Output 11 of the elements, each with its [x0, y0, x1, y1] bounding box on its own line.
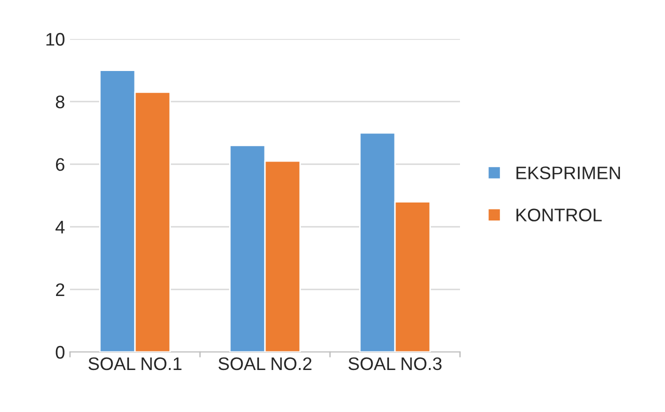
legend-label: EKSPRIMEN [516, 166, 620, 180]
y-tick-label: 8 [56, 96, 64, 108]
x-tick-label: SOAL NO.2 [218, 357, 312, 370]
y-tick-label: 10 [46, 32, 64, 46]
x-tick-label: SOAL NO.3 [348, 357, 442, 370]
y-tick-label: 2 [56, 283, 64, 296]
y-tick-label: 0 [56, 346, 64, 359]
y-tick-label: 6 [56, 158, 64, 171]
y-tick-label: 4 [56, 220, 65, 234]
x-tick-label: SOAL NO.1 [88, 357, 182, 370]
legend-label: KONTROL [516, 208, 602, 222]
